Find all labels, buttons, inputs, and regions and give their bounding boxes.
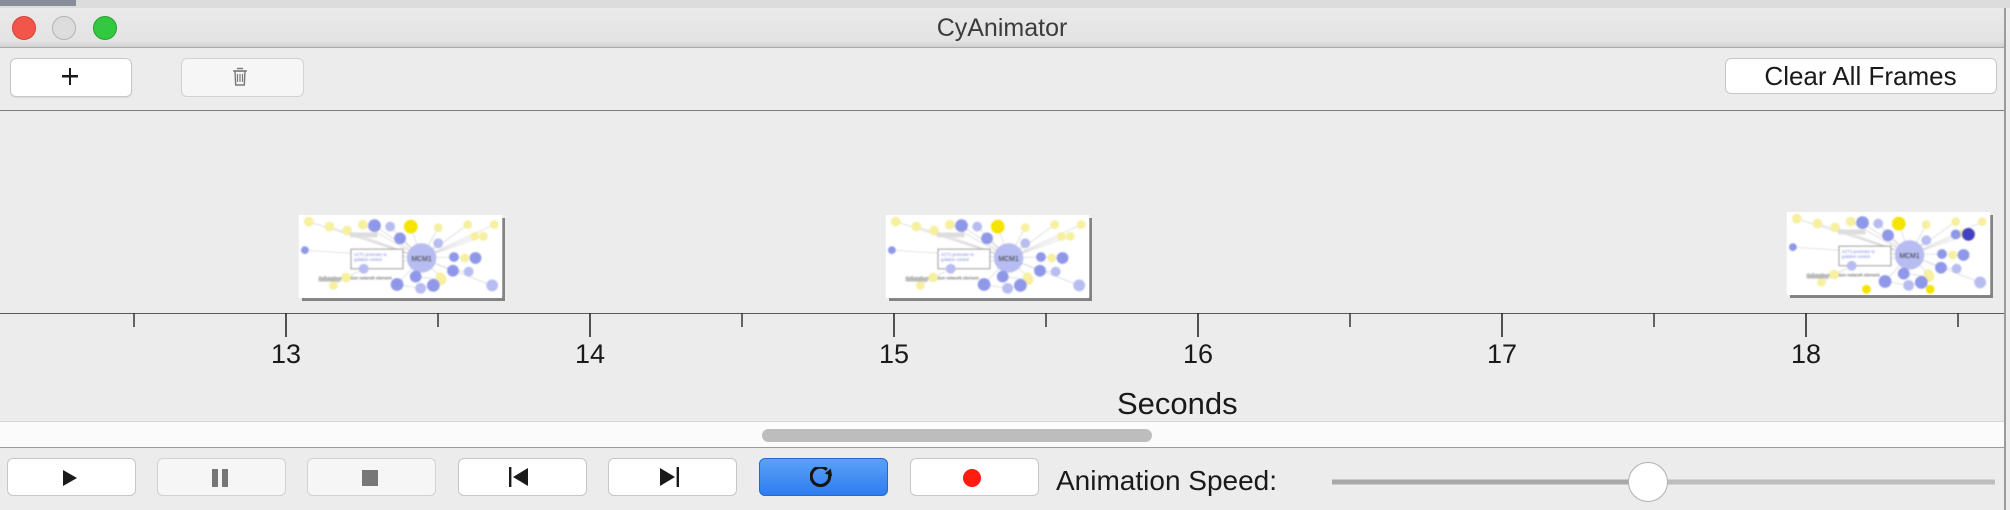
svg-text:16: 16 bbox=[1183, 339, 1213, 369]
svg-text:18: 18 bbox=[1791, 339, 1821, 369]
svg-text:13: 13 bbox=[271, 339, 301, 369]
svg-text:17: 17 bbox=[1487, 339, 1517, 369]
svg-text:14: 14 bbox=[575, 339, 605, 369]
svg-text:15: 15 bbox=[879, 339, 909, 369]
